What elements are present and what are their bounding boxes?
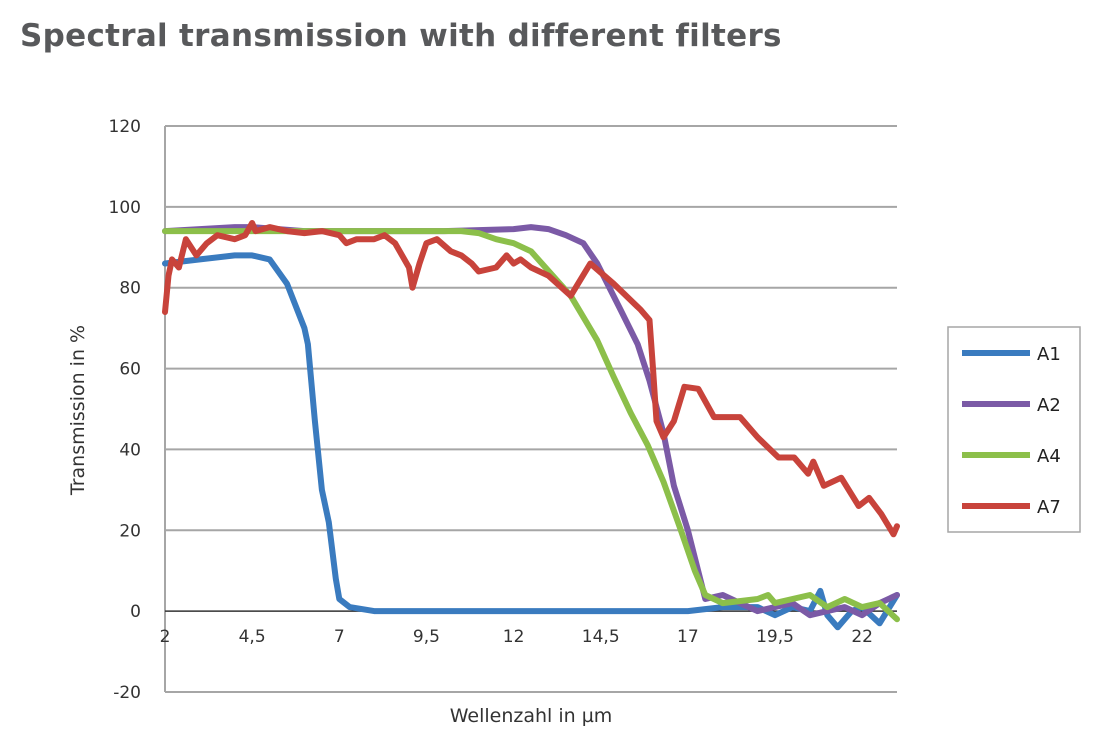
- legend-label: A1: [1037, 344, 1061, 365]
- legend-label: A2: [1037, 395, 1061, 416]
- x-tick-label: 17: [677, 627, 699, 647]
- series-line-a2: [162, 224, 900, 619]
- x-tick-label: 22: [851, 627, 873, 647]
- x-tick-label: 4,5: [239, 627, 266, 647]
- y-axis-label: Transmission in %: [67, 325, 89, 496]
- y-tick-label: -20: [113, 683, 141, 703]
- x-tick-labels: 2 4,5 7 9,5 12 14,5 17 19,5 22: [160, 627, 873, 647]
- legend: A1 A2 A4 A7: [947, 326, 1081, 533]
- y-tick-label: 120: [109, 117, 141, 137]
- x-axis-label: Wellenzahl in µm: [450, 705, 613, 727]
- x-tick-label: 14,5: [582, 627, 620, 647]
- y-tick-labels: -20 0 20 40 60 80 100 120: [109, 117, 141, 703]
- y-tick-label: 40: [119, 440, 141, 460]
- legend-label: A4: [1037, 446, 1061, 467]
- chart-title: Spectral transmission with different fil…: [20, 18, 782, 54]
- x-tick-label: 19,5: [756, 627, 794, 647]
- legend-label: A7: [1037, 497, 1061, 518]
- series-line-a1: [162, 252, 900, 631]
- series-line-a7: [162, 220, 900, 538]
- y-tick-label: 20: [119, 521, 141, 541]
- x-tick-label: 2: [160, 627, 171, 647]
- series-lines: [162, 220, 900, 631]
- series-line-a4: [162, 228, 900, 623]
- y-tick-label: 80: [119, 279, 141, 299]
- x-tick-label: 12: [503, 627, 525, 647]
- y-tick-label: 60: [119, 360, 141, 380]
- x-tick-label: 7: [334, 627, 345, 647]
- y-tick-label: 0: [130, 602, 141, 622]
- x-tick-label: 9,5: [413, 627, 440, 647]
- legend-box: [947, 326, 1081, 533]
- y-tick-label: 100: [109, 198, 141, 218]
